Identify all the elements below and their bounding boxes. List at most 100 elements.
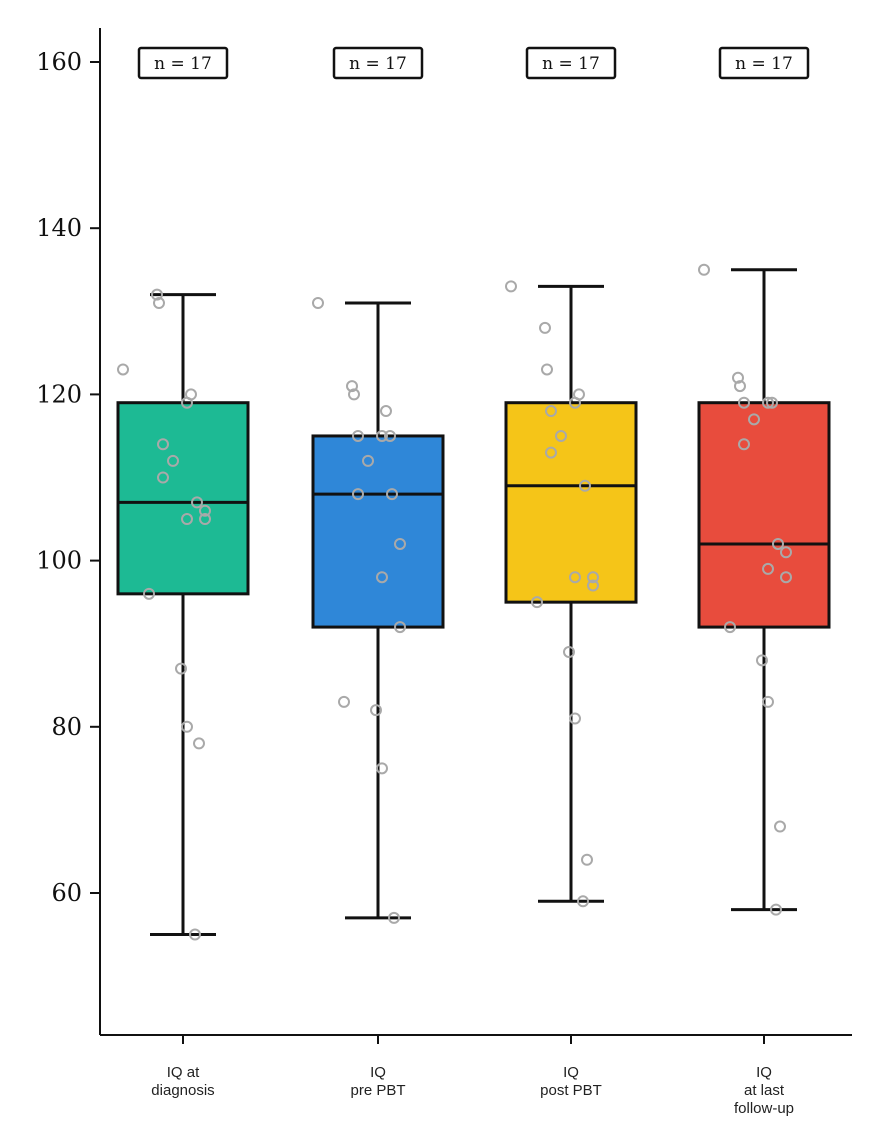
category-label-line: follow-up: [734, 1100, 794, 1117]
data-point: [748, 413, 760, 426]
data-point: [738, 438, 750, 451]
data-point: [370, 704, 382, 717]
data-point: [772, 537, 784, 550]
data-point: [348, 388, 360, 401]
data-point: [384, 429, 396, 442]
y-tick-label: 160: [36, 48, 82, 76]
box-series: [116, 268, 831, 937]
data-point: [762, 396, 774, 409]
data-point: [376, 762, 388, 775]
data-point: [191, 496, 203, 509]
data-point: [569, 712, 581, 725]
data-point: [762, 562, 774, 575]
y-tick-label: 60: [51, 879, 82, 907]
data-point: [762, 695, 774, 708]
data-point: [143, 587, 155, 600]
n-label-box: [525, 46, 617, 80]
y-tick-label: 120: [36, 380, 82, 408]
data-point: [312, 296, 324, 309]
data-point: [774, 820, 786, 833]
data-point: [376, 429, 388, 442]
category-label-line: IQ: [756, 1064, 772, 1081]
category-label-line: IQ: [370, 1064, 386, 1081]
data-point: [193, 737, 205, 750]
data-point: [545, 446, 557, 459]
data-point: [780, 571, 792, 584]
data-point: [386, 488, 398, 501]
data-point: [376, 571, 388, 584]
n-label-box: [332, 46, 424, 80]
data-point: [346, 380, 358, 393]
n-labels: n = 17 n = 17 n = 17 n = 17: [137, 46, 810, 80]
data-point: [117, 363, 129, 376]
data-point: [766, 396, 778, 409]
data-point: [380, 405, 392, 418]
category-label-line: post PBT: [540, 1082, 602, 1099]
n-label-text: n = 17: [154, 54, 212, 74]
category-label-line: at last: [744, 1082, 785, 1099]
data-point: [199, 513, 211, 526]
category-label: IQ post PBT: [540, 1064, 602, 1099]
data-point: [724, 621, 736, 634]
box: [697, 401, 831, 629]
data-point: [157, 438, 169, 451]
category-label-line: IQ: [563, 1064, 579, 1081]
data-point: [577, 895, 589, 908]
data-point: [732, 371, 744, 384]
n-label-text: n = 17: [349, 54, 407, 74]
data-point: [505, 280, 517, 293]
data-point: [153, 296, 165, 309]
data-point: [167, 454, 179, 467]
category-label: IQ pre PBT: [350, 1064, 405, 1099]
data-point: [157, 471, 169, 484]
data-point: [579, 479, 591, 492]
box: [116, 401, 250, 596]
data-point: [738, 396, 750, 409]
data-point: [545, 405, 557, 418]
box: [311, 434, 445, 629]
data-point: [181, 513, 193, 526]
n-label: n = 17: [718, 46, 810, 80]
category-label-line: pre PBT: [350, 1082, 405, 1099]
data-point: [563, 646, 575, 659]
y-axis: 60 80 100 120 140 160: [36, 28, 101, 1035]
n-label: n = 17: [137, 46, 229, 80]
n-label: n = 17: [332, 46, 424, 80]
data-point: [581, 853, 593, 866]
y-tick-label: 80: [51, 713, 82, 741]
data-point: [539, 321, 551, 334]
y-tick-label: 100: [36, 547, 82, 575]
data-point: [555, 429, 567, 442]
n-label-text: n = 17: [735, 54, 793, 74]
category-label: IQ at diagnosis: [151, 1064, 214, 1099]
data-point: [531, 596, 543, 609]
data-point: [388, 911, 400, 924]
data-point: [734, 380, 746, 393]
data-point: [199, 504, 211, 517]
n-label-box: [137, 46, 229, 80]
data-point: [181, 396, 193, 409]
data-point: [587, 571, 599, 584]
data-point: [362, 454, 374, 467]
n-label-box: [718, 46, 810, 80]
category-label: IQ at last follow-up: [734, 1064, 794, 1117]
data-point: [394, 621, 406, 634]
n-label: n = 17: [525, 46, 617, 80]
data-point: [541, 363, 553, 376]
data-point: [352, 429, 364, 442]
data-point: [189, 928, 201, 941]
data-point: [394, 537, 406, 550]
data-point: [780, 546, 792, 559]
category-label-line: diagnosis: [151, 1082, 214, 1099]
data-point: [352, 488, 364, 501]
data-point: [151, 288, 163, 301]
data-point: [756, 654, 768, 667]
y-tick-label: 140: [36, 214, 82, 242]
x-axis: [100, 1034, 852, 1044]
data-point: [587, 579, 599, 592]
data-point: [569, 396, 581, 409]
data-point: [698, 263, 710, 276]
data-point: [175, 662, 187, 675]
